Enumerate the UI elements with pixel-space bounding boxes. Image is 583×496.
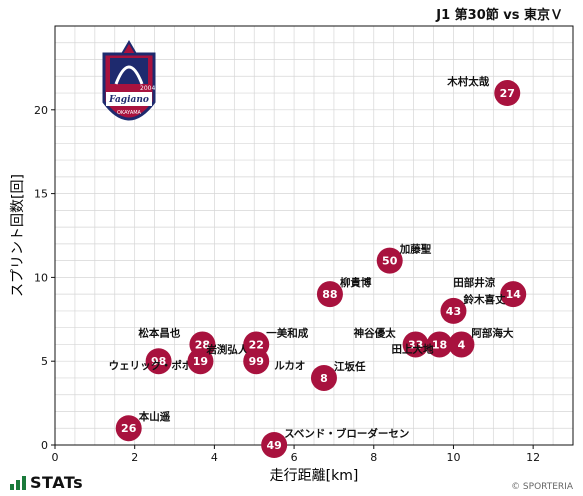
player-name-label: 本山遥: [139, 410, 171, 423]
stats-brand: STATs: [30, 473, 84, 492]
player-number: 26: [121, 422, 137, 435]
plot-frame: [54, 25, 574, 446]
player-number: 43: [446, 305, 461, 318]
club-emblem: 2004 Fagiano OKAYAMA: [96, 40, 162, 140]
player-marker: [316, 281, 343, 308]
x-axis-label: 走行距離[km]: [270, 467, 359, 484]
player-point: 14 田部井涼: [453, 276, 527, 308]
emblem-sub: OKAYAMA: [117, 110, 142, 116]
player-name-label: ウェリック・ポポ: [109, 359, 193, 372]
copyright: © SPORTERIA: [511, 482, 573, 492]
player-point: 8 江坂任: [310, 360, 366, 391]
player-number: 27: [500, 87, 515, 100]
player-name-label: ルカオ: [274, 360, 305, 372]
player-marker: [440, 297, 467, 324]
player-marker: [402, 331, 429, 358]
player-marker: [310, 364, 337, 391]
x-tick-label: 2: [131, 451, 138, 464]
player-marker: [448, 331, 475, 358]
player-marker: [187, 348, 214, 375]
x-tick-label: 6: [291, 451, 298, 464]
player-number: 49: [266, 439, 281, 452]
data-points: 27木村太哉50加藤聖88柳貴博14田部井涼43鈴木喜丈28松本昌也22一美和成…: [109, 75, 527, 458]
y-axis-label: スプリント回数[回]: [10, 174, 26, 297]
player-number: 99: [249, 355, 264, 368]
player-marker: [494, 80, 521, 107]
player-number: 33: [408, 338, 423, 351]
stats-logo: STATs: [10, 473, 83, 492]
player-name-label: 神谷優太: [354, 326, 396, 339]
x-tick-label: 0: [52, 451, 59, 464]
player-point: 4 阿部海大: [448, 326, 514, 358]
player-name-label: 松本昌也: [138, 326, 180, 339]
y-tick-label: 0: [41, 439, 48, 452]
player-number: 8: [320, 372, 328, 385]
player-number: 14: [506, 288, 522, 301]
player-number: 98: [151, 355, 166, 368]
player-marker: [145, 348, 172, 375]
match-title: J1 第30節 vs 東京Ｖ: [436, 8, 563, 23]
player-marker: [376, 247, 403, 274]
stats-bars-icon: [10, 475, 26, 490]
player-name-label: 加藤聖: [399, 243, 432, 256]
player-marker: [243, 348, 270, 375]
player-name-label: 木村太哉: [446, 75, 489, 88]
player-number: 50: [382, 255, 398, 268]
x-tick-label: 12: [526, 451, 540, 464]
player-name-label: 田上大地: [392, 342, 434, 355]
player-point: 99 ルカオ: [243, 348, 305, 375]
player-marker: [426, 331, 453, 358]
emblem-year: 2004: [140, 85, 155, 92]
x-tick-label: 10: [446, 451, 460, 464]
y-tick-label: 15: [34, 188, 48, 201]
player-point: 27 木村太哉: [446, 75, 521, 107]
player-name-label: 田部井涼: [453, 276, 495, 289]
player-name-label: 阿部海大: [471, 326, 513, 339]
player-point: 33 神谷優太: [354, 326, 429, 358]
x-tick-label: 8: [370, 451, 377, 464]
player-number: 18: [432, 338, 447, 351]
player-name-label: 鈴木喜丈: [463, 293, 505, 306]
emblem-name: Fagiano: [108, 95, 149, 105]
player-number: 19: [193, 355, 208, 368]
player-marker: [115, 415, 142, 442]
x-tick-label: 4: [211, 451, 218, 464]
player-marker: [500, 281, 527, 308]
player-number: 4: [458, 338, 466, 351]
player-name-label: スベンド・ブローダーセン: [284, 427, 409, 440]
player-name-label: 一美和成: [266, 326, 308, 339]
player-number: 22: [249, 338, 264, 351]
y-tick-label: 20: [34, 104, 48, 117]
player-name-label: 岩渕弘人: [205, 343, 248, 356]
player-number: 28: [195, 338, 210, 351]
player-name-label: 江坂任: [334, 360, 366, 373]
y-tick-label: 10: [34, 271, 48, 284]
player-marker: [261, 432, 288, 458]
player-number: 88: [322, 288, 337, 301]
axis-ticks: 0 2 4 6 8 10 12 0 5 10 15 20: [34, 104, 540, 464]
player-name-label: 柳貴博: [340, 276, 372, 289]
y-tick-label: 5: [41, 355, 48, 368]
